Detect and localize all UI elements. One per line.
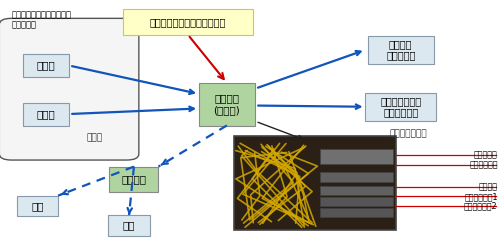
Text: カイロス（株）
（千代田区）: カイロス（株） （千代田区） [380,96,422,118]
FancyBboxPatch shape [199,83,255,125]
Text: 中間制御装置: 中間制御装置 [469,160,498,169]
Text: ロビー: ロビー [36,61,55,71]
Text: 光スイッチ・1: 光スイッチ・1 [464,192,498,201]
Text: 病院: 病院 [32,201,44,211]
FancyBboxPatch shape [123,9,252,35]
FancyBboxPatch shape [22,102,69,125]
FancyBboxPatch shape [320,197,394,206]
FancyBboxPatch shape [110,167,158,192]
FancyBboxPatch shape [22,54,69,77]
Text: 光ノードの構成: 光ノードの構成 [389,129,427,138]
Text: 光増幅器: 光増幅器 [478,182,498,191]
Text: 光スイッチ・2: 光スイッチ・2 [464,202,498,210]
Text: 東京大学
（文京区）: 東京大学 （文京区） [386,39,416,61]
FancyBboxPatch shape [0,18,139,160]
Text: 光ノード
(中央区): 光ノード (中央区) [214,94,240,115]
FancyBboxPatch shape [234,136,396,230]
Text: ユーザー：光パスの設定要求: ユーザー：光パスの設定要求 [150,17,226,27]
Text: 病院: 病院 [123,220,136,231]
Text: 進行中: 進行中 [86,134,103,143]
FancyBboxPatch shape [320,208,394,218]
Text: 産総研臨海剖都心センター
（江東区）: 産総研臨海剖都心センター （江東区） [12,10,72,29]
FancyBboxPatch shape [368,36,434,64]
Text: 分散補償器: 分散補償器 [474,151,498,160]
FancyBboxPatch shape [320,149,394,164]
FancyBboxPatch shape [320,186,394,195]
Text: 光ノード: 光ノード [122,174,146,184]
FancyBboxPatch shape [365,93,436,121]
FancyBboxPatch shape [16,196,58,216]
FancyBboxPatch shape [108,215,150,236]
FancyBboxPatch shape [320,172,394,182]
Text: 会議室: 会議室 [36,109,55,119]
